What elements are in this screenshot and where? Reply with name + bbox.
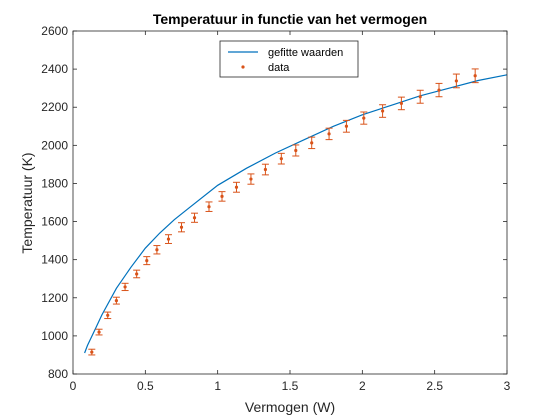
data-point-6 [143, 256, 151, 266]
plot-background [73, 31, 507, 374]
data-marker [362, 116, 366, 120]
legend-label-data: data [268, 62, 290, 74]
data-marker [473, 74, 477, 78]
data-point-9 [178, 222, 185, 233]
data-point-0 [88, 348, 96, 356]
data-marker [249, 177, 253, 181]
data-marker [418, 95, 422, 99]
legend-marker-swatch [241, 65, 245, 69]
data-point-10 [191, 212, 199, 223]
data-point-5 [133, 269, 141, 279]
data-point-24 [416, 89, 424, 104]
data-marker [399, 101, 403, 106]
data-marker [179, 225, 184, 229]
data-marker [279, 157, 283, 161]
y-tick-label: 1800 [41, 176, 68, 190]
y-tick-label: 1200 [41, 291, 68, 305]
data-point-23 [397, 96, 405, 111]
data-point-14 [247, 173, 255, 185]
data-point-12 [218, 191, 226, 202]
data-marker [234, 185, 239, 189]
y-tick-label: 2400 [41, 62, 68, 76]
y-tick-label: 1000 [41, 329, 68, 343]
data-point-27 [471, 68, 479, 84]
series-line-0 [84, 74, 508, 354]
x-tick-label: 0 [70, 379, 77, 393]
axes: 0 0.5 1 1.5 2 2.5 3 800 1000 1200 1400 1600 1800 2000… [41, 24, 510, 393]
x-tick-label: 2 [359, 379, 366, 393]
data-point-8 [164, 234, 172, 244]
data-marker [294, 148, 298, 153]
data-marker [155, 248, 159, 252]
data-marker [327, 132, 331, 136]
data-marker [166, 237, 171, 241]
data-point-16 [277, 152, 285, 165]
data-point-11 [205, 201, 213, 212]
legend-box [219, 40, 359, 78]
data-marker [135, 272, 139, 276]
data-point-17 [292, 144, 300, 157]
data-point-1 [95, 328, 103, 336]
data-point-4 [121, 282, 129, 292]
y-tick-label: 800 [48, 367, 68, 381]
legend-label-fitted: gefitte waarden [268, 47, 343, 59]
data-point-3 [112, 296, 120, 305]
y-tick-label: 2200 [41, 100, 68, 114]
data-point-15 [261, 163, 269, 176]
data-marker [380, 109, 385, 113]
y-tick-label: 1600 [41, 215, 68, 229]
data-marker [97, 330, 101, 334]
y-tick-label: 1400 [41, 253, 68, 267]
data-marker [263, 167, 268, 172]
plot-area [73, 31, 508, 374]
data-marker [90, 350, 94, 354]
data-marker [220, 194, 224, 199]
data-marker [207, 205, 211, 209]
data-point-25 [435, 82, 443, 98]
data-marker [437, 88, 441, 92]
x-tick-label: 1 [214, 379, 221, 393]
legend: gefitte waarden data [219, 40, 359, 78]
data-point-13 [232, 181, 240, 193]
x-tick-label: 1.5 [282, 379, 299, 393]
y-tick-label: 2000 [41, 138, 68, 152]
data-marker [114, 299, 118, 303]
data-marker [344, 124, 349, 128]
x-tick-label: 3 [504, 379, 511, 393]
data-point-22 [379, 104, 387, 118]
data-point-2 [104, 311, 112, 320]
data-marker [454, 79, 458, 83]
data-marker [310, 141, 314, 145]
data-marker [145, 259, 149, 263]
x-axis-label: Vermogen (W) [245, 399, 335, 415]
chart-title: Temperatuur in functie van het vermogen [153, 11, 427, 27]
data-point-21 [360, 111, 368, 125]
data-marker [123, 285, 127, 289]
data-point-19 [325, 127, 333, 141]
data-marker [106, 313, 110, 317]
data-point-18 [308, 136, 316, 150]
data-marker [192, 216, 197, 220]
y-axis-label: Temperatuur (K) [19, 152, 35, 253]
data-point-26 [452, 73, 460, 89]
x-tick-label: 0.5 [137, 379, 154, 393]
y-tick-label: 2600 [41, 24, 68, 38]
data-point-7 [153, 245, 161, 255]
x-tick-label: 2.5 [426, 379, 443, 393]
data-point-20 [342, 119, 350, 133]
